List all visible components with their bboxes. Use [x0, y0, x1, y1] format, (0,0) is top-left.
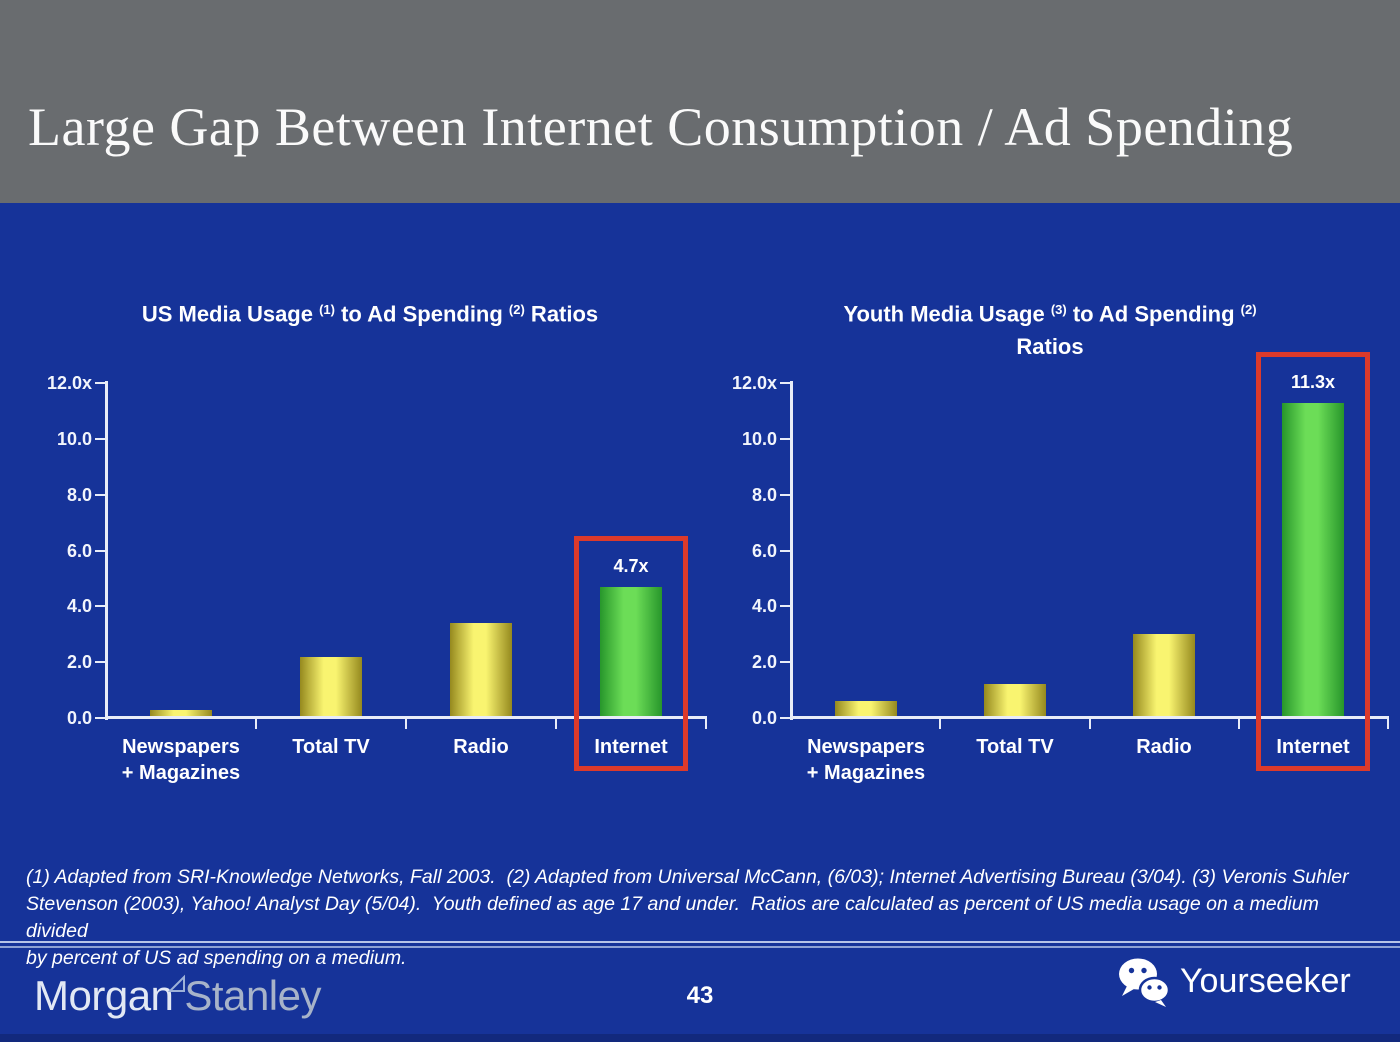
brand-morgan: Morgan [34, 972, 174, 1019]
y-tick [95, 382, 105, 384]
bar-total-tv [300, 657, 362, 718]
category-label: Internet [1276, 736, 1350, 758]
x-axis [790, 716, 1389, 719]
y-tick [780, 717, 790, 719]
y-tick-label: 10.0 [56, 428, 92, 449]
left-chart-title: US Media Usage (1) to Ad Spending (2) Ra… [141, 301, 599, 327]
bar-internet [600, 587, 662, 718]
slide-title: Large Gap Between Internet Consumption /… [28, 97, 1294, 157]
footnote-line: by percent of US ad spending on a medium… [26, 947, 407, 969]
bar-value-label: 11.3x [1290, 372, 1336, 392]
y-tick [95, 717, 105, 719]
footnote-line: Stevenson (2003), Yahoo! Analyst Day (5/… [26, 893, 1325, 942]
morgan-stanley-logo: Morgan Stanley [34, 972, 321, 1020]
right-chart-title: Youth Media Usage (3) to Ad Spending (2)… [843, 301, 1257, 360]
y-tick-label: 12.0x [46, 373, 92, 393]
x-tick [1387, 719, 1389, 729]
category-label: Total TV [976, 736, 1054, 758]
category-label: Total TV [292, 736, 370, 758]
y-tick-label: 6.0 [751, 540, 777, 561]
bar-internet [1282, 403, 1344, 718]
footnote: (1) Adapted from SRI-Knowledge Networks,… [26, 864, 1378, 972]
y-tick-label: 4.0 [66, 596, 92, 617]
x-tick [555, 719, 557, 729]
y-tick [780, 605, 790, 608]
y-tick-label: 12.0x [731, 373, 777, 393]
bottom-edge [0, 1034, 1400, 1042]
bar-newspapers-magazines [835, 701, 897, 718]
y-tick [780, 661, 790, 664]
y-tick [780, 437, 790, 440]
slide-header: Large Gap Between Internet Consumption /… [0, 0, 1400, 203]
superscript-note: (1) [319, 302, 335, 317]
y-tick-label: 8.0 [66, 484, 92, 505]
y-tick-label: 6.0 [66, 540, 92, 561]
x-tick [1237, 719, 1240, 729]
y-tick-label: 2.0 [751, 652, 777, 673]
category-label: Radio [1136, 736, 1192, 758]
y-tick-label: 0.0 [66, 708, 92, 728]
y-tick-label: 4.0 [751, 596, 777, 617]
y-tick [95, 437, 105, 440]
divider-line-top [0, 941, 1400, 943]
page-number: 43 [686, 982, 714, 1009]
bar-radio [1133, 634, 1195, 718]
brand-stanley: Stanley [184, 972, 321, 1019]
watermark-text: Yourseeker [1180, 962, 1351, 1000]
y-tick-label: 0.0 [751, 708, 777, 728]
category-label: Internet [594, 736, 668, 758]
category-label: Newspapers + Magazines [121, 736, 241, 784]
bar-radio [450, 623, 512, 718]
divider-line-bottom [0, 946, 1400, 948]
highlight-box [1256, 352, 1370, 771]
morgan-stanley-triangle-icon [167, 956, 187, 992]
highlight-box [574, 536, 688, 771]
y-tick [95, 493, 105, 496]
y-axis [105, 381, 108, 720]
y-axis [790, 381, 793, 720]
y-tick [95, 549, 105, 552]
x-tick [255, 719, 257, 729]
y-tick [780, 493, 790, 496]
category-label: Radio [453, 736, 509, 758]
superscript-note: (2) [1240, 302, 1257, 317]
y-tick-label: 10.0 [741, 428, 777, 449]
superscript-note: (2) [508, 302, 525, 317]
y-tick [95, 605, 105, 608]
y-tick [95, 661, 105, 664]
footnote-line: (1) Adapted from SRI-Knowledge Networks,… [26, 866, 1349, 888]
y-tick-label: 2.0 [66, 652, 92, 673]
x-tick [405, 719, 407, 729]
y-tick [780, 382, 790, 384]
bar-total-tv [984, 684, 1046, 718]
y-tick-label: 8.0 [751, 484, 777, 505]
x-axis [105, 716, 707, 719]
x-tick [1088, 719, 1091, 729]
bar-value-label: 4.7x [613, 556, 649, 576]
x-tick [939, 719, 942, 729]
category-label: Newspapers + Magazines [806, 736, 926, 784]
y-tick [780, 549, 790, 552]
superscript-note: (3) [1050, 302, 1067, 317]
bar-newspapers-magazines [150, 710, 212, 718]
wechat-icon [1116, 956, 1172, 1008]
x-tick [705, 719, 707, 729]
